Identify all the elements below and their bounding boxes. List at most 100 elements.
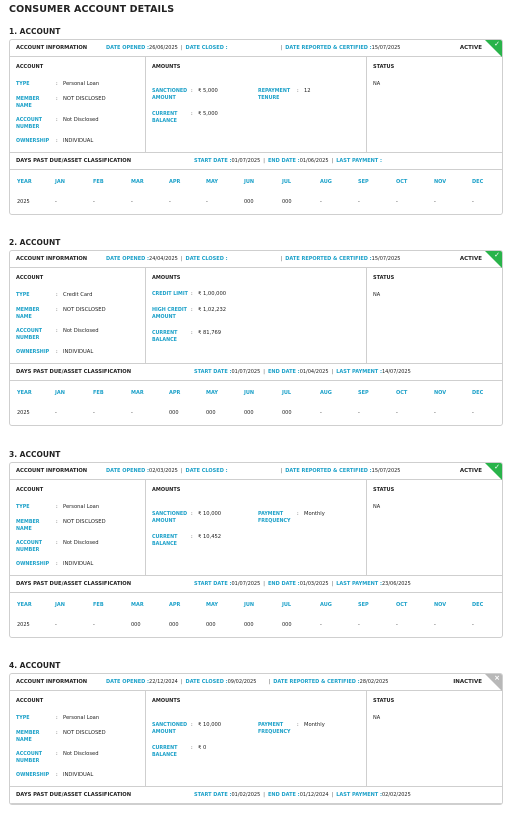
divider: | (280, 468, 283, 474)
start-date-value: 01/07/2025 (231, 369, 261, 375)
amount-field: SANCTIONED AMOUNT: ₹ 5,000 (152, 88, 256, 102)
field-value: INDIVIDUAL (63, 561, 94, 567)
dpd-cell: - (434, 622, 436, 628)
dpd-grid: YEAR JAN FEB MAR APR MAY JUN JUL AUG SEP OCT NOV DEC… (10, 381, 502, 425)
field-label: ACCOUNT NUMBER (16, 329, 43, 341)
account-number-field: ACCOUNT NUMBER: Not Disclosed (16, 751, 99, 765)
start-date-value: 01/07/2025 (231, 581, 261, 587)
account-status-badge: INACTIVE (453, 679, 482, 685)
dpd-month-header: JUN (244, 602, 255, 608)
colon: : (191, 111, 193, 117)
dpd-cell: - (396, 199, 398, 205)
account-column: ACCOUNT TYPE: Personal Loan MEMBER NAME: NOT… (10, 480, 146, 575)
field-label: MEMBER NAME (16, 97, 40, 109)
date-opened-value: 02/03/2025 (149, 468, 178, 474)
dpd-month-header: AUG (320, 390, 332, 396)
colon: : (191, 745, 193, 751)
field-value: Personal Loan (63, 504, 100, 510)
amounts-column-heading: AMOUNTS (152, 64, 181, 70)
colon: : (56, 96, 58, 102)
account-details-body: ACCOUNT TYPE: Personal Loan MEMBER NAME: NOT… (10, 480, 502, 576)
field-value: 12 (304, 88, 311, 94)
dpd-cell: - (55, 410, 57, 416)
date-opened-label: DATE OPENED : (106, 679, 150, 685)
amounts-column: AMOUNTS SANCTIONED AMOUNT: ₹ 5,000 CURRENT … (146, 57, 367, 152)
dpd-cell: 000 (131, 622, 141, 628)
field-value: ₹ 5,000 (198, 88, 218, 94)
status-column: STATUS NA (367, 57, 502, 152)
field-label: PAYMENT FREQUENCY (258, 723, 291, 735)
colon: : (191, 307, 193, 313)
account-details-body: ACCOUNT TYPE: Personal Loan MEMBER NAME: NOT… (10, 57, 502, 153)
end-date-label: END DATE : (267, 581, 300, 587)
date-reported-label: DATE REPORTED & CERTIFIED : (273, 679, 360, 685)
inactive-corner-icon (485, 674, 502, 691)
dpd-cell: 2025 (17, 410, 30, 416)
last-payment-label: LAST PAYMENT : (336, 158, 382, 164)
colon: : (56, 540, 58, 546)
end-date-value: 01/04/2025 (299, 369, 329, 375)
divider: | (180, 468, 183, 474)
account-card: ACCOUNT INFORMATION DATE OPENED : 22/12/2… (9, 673, 503, 805)
account-heading: 4. ACCOUNT (9, 661, 61, 670)
dpd-cell: - (434, 410, 436, 416)
dpd-title: DAYS PAST DUE/ASSET CLASSIFICATION (16, 792, 132, 798)
account-column-heading: ACCOUNT (16, 275, 44, 281)
amount-field: CURRENT BALANCE: ₹ 0 (152, 745, 256, 759)
status-column: STATUS NA (367, 268, 502, 363)
account-info-label: ACCOUNT INFORMATION (16, 256, 88, 262)
dpd-month-header: MAY (206, 602, 218, 608)
divider: | (331, 792, 334, 798)
divider: | (331, 158, 334, 164)
colon: : (56, 504, 58, 510)
dpd-cell: - (358, 622, 360, 628)
account-card: ACCOUNT INFORMATION DATE OPENED : 02/03/2… (9, 462, 503, 638)
account-heading: 1. ACCOUNT (9, 27, 61, 36)
dpd-cell: - (131, 410, 133, 416)
field-value: NOT DISCLOSED (63, 730, 106, 736)
field-label: OWNERSHIP (16, 773, 50, 778)
colon: : (56, 138, 58, 144)
dpd-month-header: SEP (358, 390, 369, 396)
member-name-field: MEMBER NAME: NOT DISCLOSED (16, 519, 106, 533)
account-column: ACCOUNT TYPE: Personal Loan MEMBER NAME: NOT… (10, 691, 146, 786)
date-reported-label: DATE REPORTED & CERTIFIED : (285, 468, 372, 474)
dpd-cell: 000 (206, 622, 216, 628)
field-value: INDIVIDUAL (63, 349, 94, 355)
colon: : (56, 81, 58, 87)
account-number-field: ACCOUNT NUMBER: Not Disclosed (16, 540, 99, 554)
ownership-field: OWNERSHIP: INDIVIDUAL (16, 349, 93, 356)
check-icon: ✓ (494, 251, 500, 259)
dpd-cell: - (206, 199, 208, 205)
field-label: REPAYMENT TENURE (258, 89, 291, 101)
dpd-month-header: APR (169, 179, 181, 185)
field-value: ₹ 1,00,000 (198, 291, 227, 297)
colon: : (191, 511, 193, 517)
active-corner-icon (485, 40, 502, 57)
colon: : (191, 534, 193, 540)
account-number-field: ACCOUNT NUMBER: Not Disclosed (16, 117, 99, 131)
account-status-badge: ACTIVE (459, 45, 482, 51)
last-payment-label: LAST PAYMENT : (336, 581, 382, 587)
status-value: NA (373, 292, 381, 298)
type-field: TYPE: Credit Card (16, 292, 92, 299)
colon: : (191, 88, 193, 94)
dpd-month-header: JAN (55, 390, 65, 396)
account-heading: 3. ACCOUNT (9, 450, 61, 459)
colon: : (297, 88, 299, 94)
account-info-header: ACCOUNT INFORMATION DATE OPENED : 02/03/2… (10, 463, 502, 480)
field-label: CURRENT BALANCE (152, 112, 178, 124)
status-column-heading: STATUS (373, 275, 395, 281)
dpd-month-header: MAR (131, 602, 144, 608)
page-title: CONSUMER ACCOUNT DETAILS (9, 4, 175, 15)
dpd-cell: 2025 (17, 622, 30, 628)
dpd-cell: 000 (282, 622, 292, 628)
divider: | (268, 679, 271, 685)
dpd-cell: 000 (282, 410, 292, 416)
dpd-month-header: JUN (244, 390, 255, 396)
date-closed-value: 09/02/2025 (227, 679, 257, 685)
dpd-month-header: MAR (131, 179, 144, 185)
dpd-cell: 000 (244, 199, 254, 205)
dpd-cell: - (131, 199, 133, 205)
field-value: Not Disclosed (63, 751, 99, 757)
